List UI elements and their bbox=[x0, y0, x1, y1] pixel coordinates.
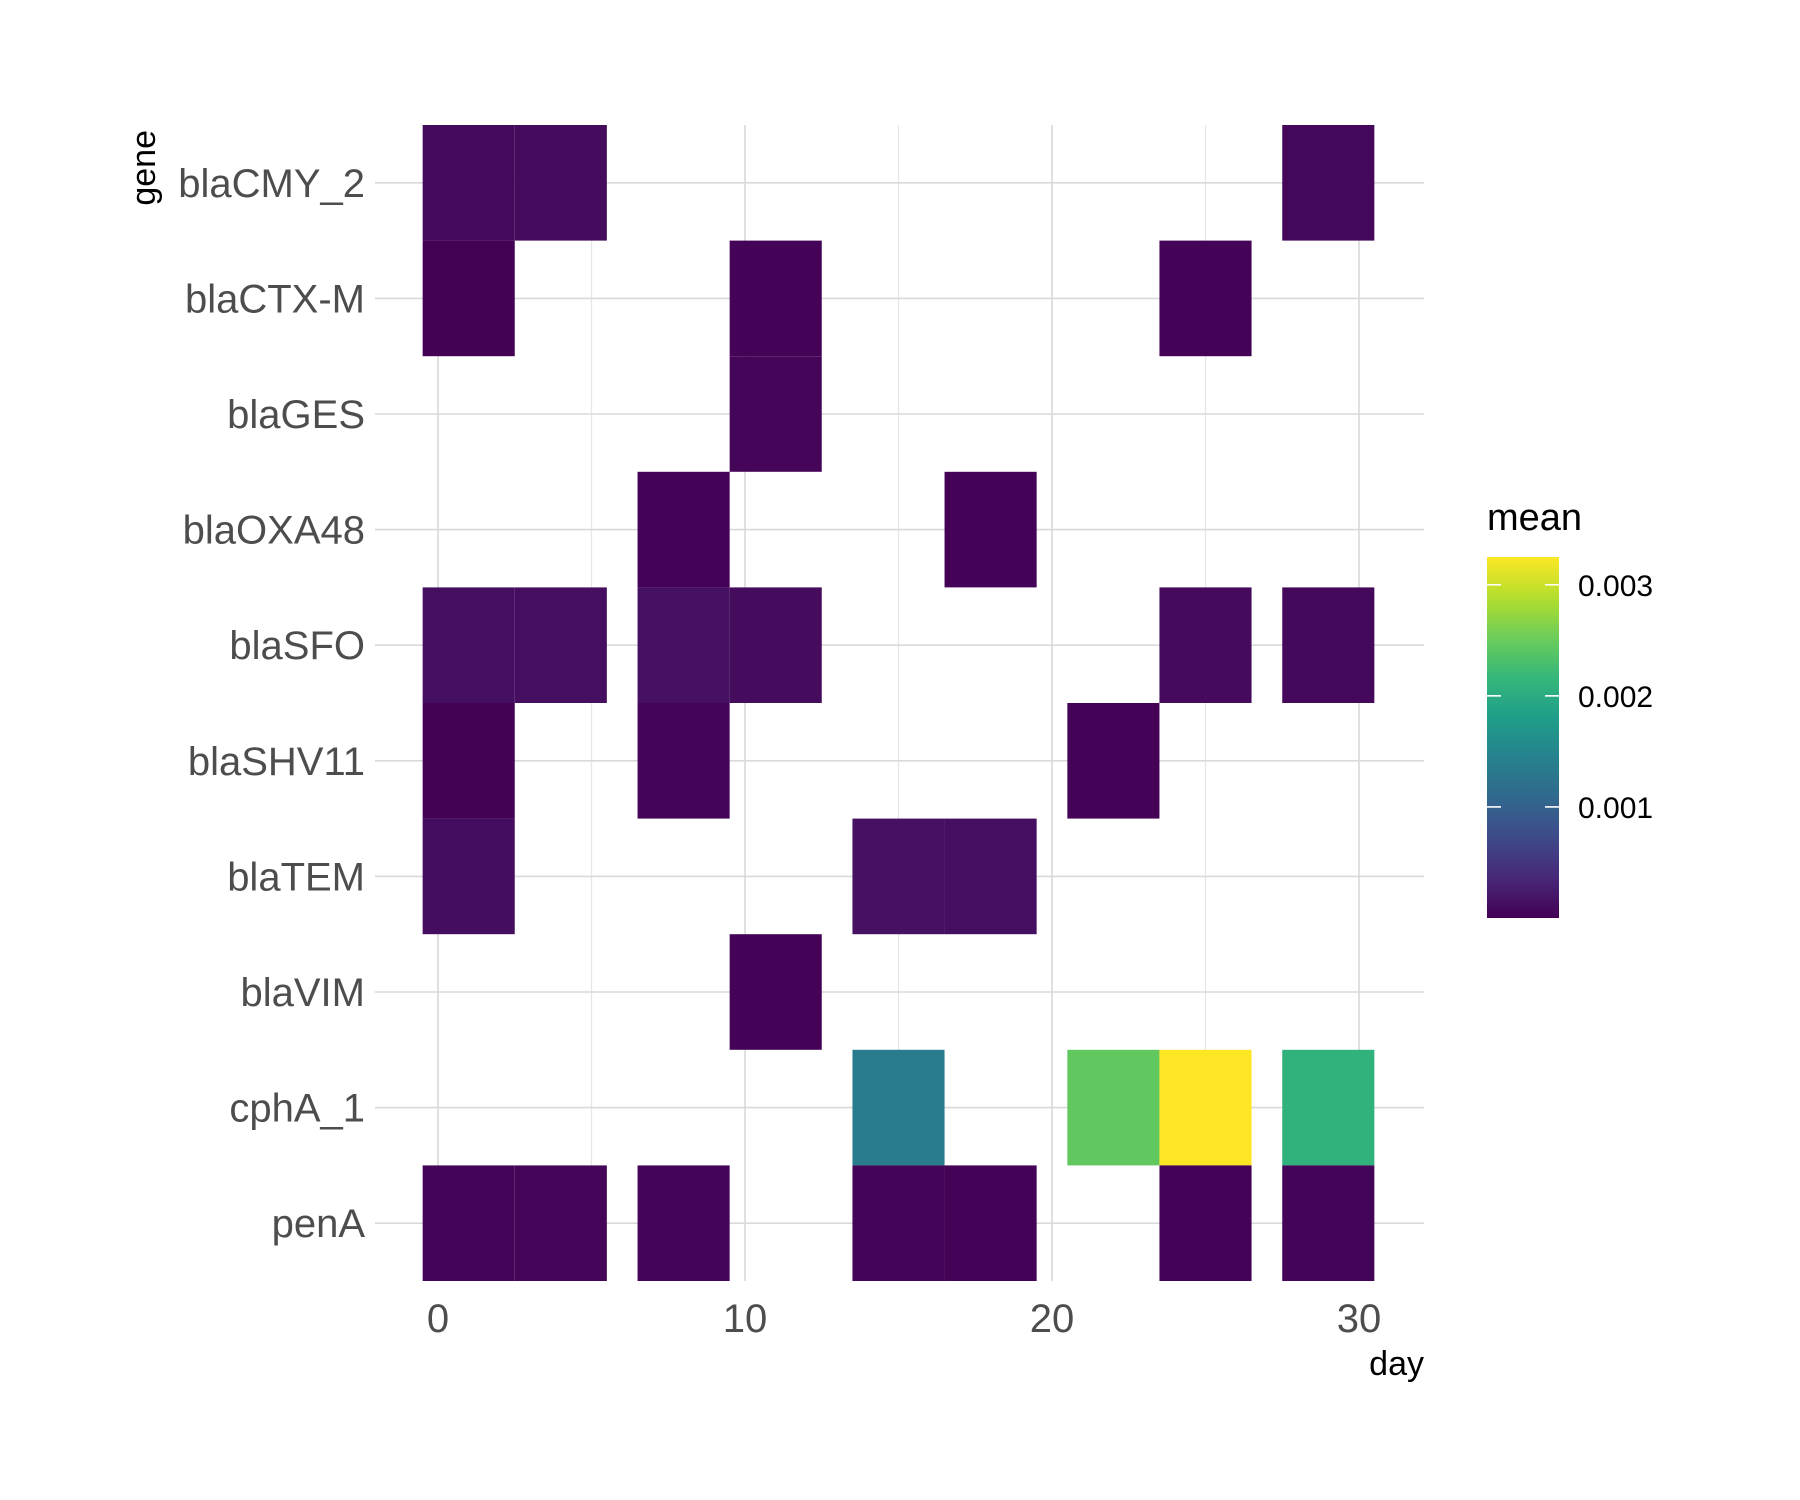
y-tick-label: cphA_1 bbox=[229, 1087, 365, 1131]
heatmap-tile bbox=[1282, 1049, 1375, 1166]
heatmap-tile bbox=[944, 818, 1037, 935]
y-tick-label: blaVIM bbox=[241, 971, 366, 1015]
x-tick-label: 30 bbox=[1337, 1297, 1382, 1341]
heatmap-tile bbox=[729, 356, 822, 472]
heatmap-tile bbox=[514, 1165, 607, 1281]
heatmap-tile bbox=[422, 1165, 515, 1281]
heatmap-tile bbox=[637, 471, 730, 588]
heatmap-tile bbox=[1159, 1049, 1252, 1166]
x-tick-label: 10 bbox=[723, 1297, 768, 1341]
heatmap-tile bbox=[852, 1049, 945, 1166]
legend-ticks: 0.001 0.002 0.003 bbox=[1487, 570, 1653, 825]
heatmap-tile bbox=[1159, 240, 1252, 357]
heatmap-tile bbox=[944, 471, 1037, 588]
heatmap-tile bbox=[1159, 1165, 1252, 1281]
heatmap-tile bbox=[422, 125, 515, 241]
heatmap-tile bbox=[637, 587, 730, 703]
x-tick-label: 20 bbox=[1030, 1297, 1075, 1341]
heatmap-tile bbox=[1067, 703, 1160, 819]
y-tick-label: blaSHV11 bbox=[188, 740, 365, 784]
heatmap-tile bbox=[422, 818, 515, 935]
color-legend: mean 0.001 0.002 0.003 bbox=[1487, 497, 1653, 918]
heatmap-tile bbox=[1159, 587, 1252, 703]
heatmap-tile bbox=[1282, 587, 1375, 703]
heatmap-tile bbox=[514, 587, 607, 703]
legend-colorbar bbox=[1487, 557, 1559, 918]
heatmap-tile bbox=[637, 703, 730, 819]
y-tick-labels: blaCMY_2 blaCTX-M blaGES blaOXA48 blaSFO blaS… bbox=[178, 162, 365, 1246]
heatmap-tile bbox=[1067, 1049, 1160, 1166]
heatmap-tile bbox=[514, 125, 607, 241]
y-tick-label: blaCTX-M bbox=[185, 277, 365, 321]
x-tick-label: 0 bbox=[427, 1297, 449, 1341]
legend-tick-label: 0.002 bbox=[1578, 681, 1653, 714]
heatmap-tile bbox=[637, 1165, 730, 1281]
y-tick-label: blaOXA48 bbox=[183, 509, 365, 553]
heatmap-tile bbox=[1282, 125, 1375, 241]
heatmap-tile bbox=[729, 240, 822, 357]
heatmap-tile bbox=[422, 240, 515, 357]
y-tick-label: blaSFO bbox=[229, 624, 365, 668]
heatmap-tile bbox=[422, 587, 515, 703]
heatmap-tile bbox=[729, 587, 822, 703]
heatmap-tile bbox=[944, 1165, 1037, 1281]
heatmap-tile bbox=[1282, 1165, 1375, 1281]
heatmap-tile bbox=[729, 934, 822, 1050]
y-tick-label: blaGES bbox=[227, 393, 365, 437]
heatmap-tiles bbox=[422, 125, 1375, 1281]
legend-tick-label: 0.001 bbox=[1578, 792, 1653, 825]
x-tick-labels: 0 10 20 30 bbox=[427, 1297, 1381, 1341]
x-axis-title: day bbox=[1369, 1345, 1424, 1383]
heatmap-tile bbox=[852, 818, 945, 935]
legend-tick-label: 0.003 bbox=[1578, 570, 1653, 603]
heatmap-tile bbox=[852, 1165, 945, 1281]
y-tick-label: penA bbox=[272, 1202, 366, 1246]
heatmap-tile bbox=[422, 703, 515, 819]
y-tick-label: blaTEM bbox=[227, 855, 365, 899]
legend-title: mean bbox=[1487, 497, 1582, 539]
y-axis-title: gene bbox=[125, 130, 163, 206]
y-tick-label: blaCMY_2 bbox=[178, 162, 365, 206]
